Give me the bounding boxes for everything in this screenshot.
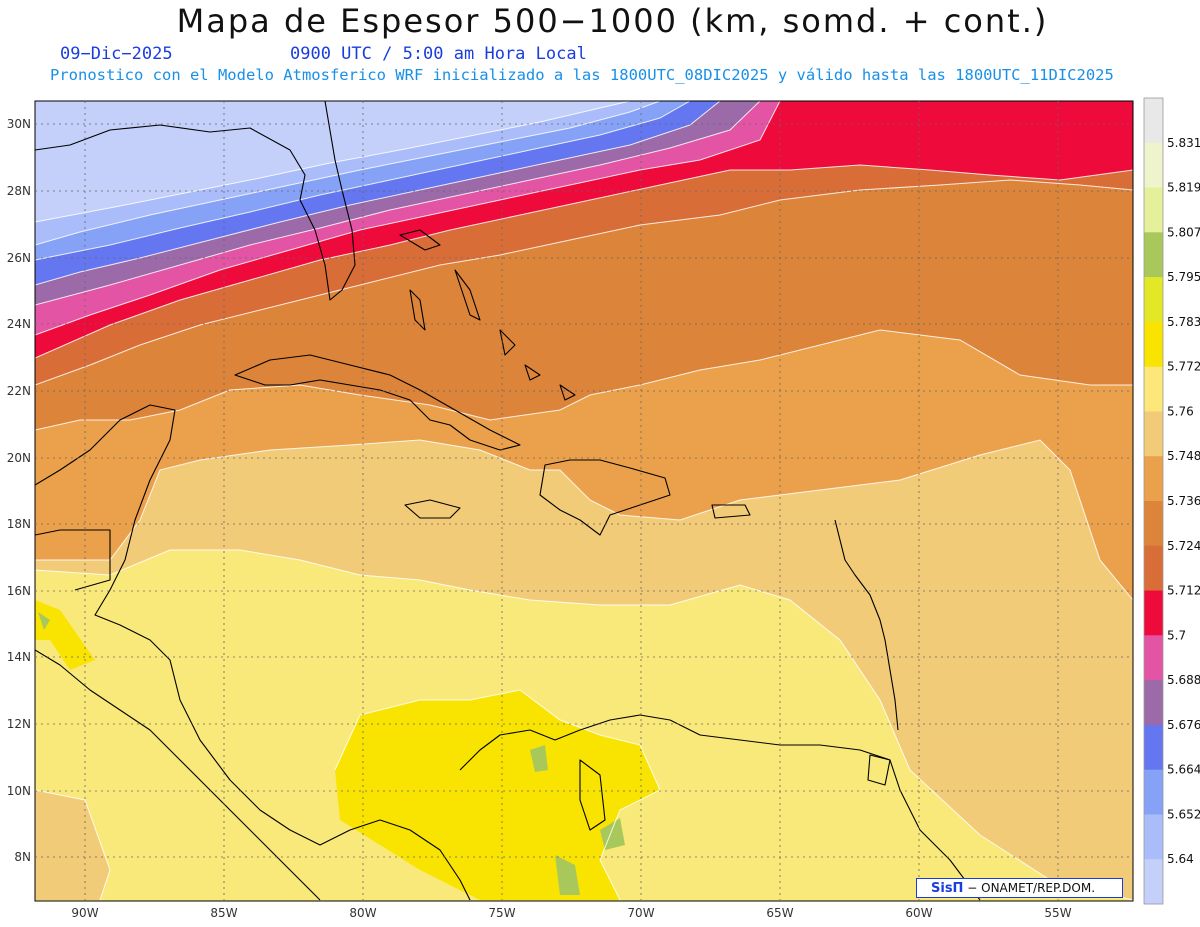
colorbar-swatch: [1144, 724, 1163, 771]
colorbar-swatch: [1144, 142, 1163, 189]
coastlines: [35, 101, 981, 901]
colorbar-label: 5.819: [1167, 181, 1200, 195]
colorbar-swatch: [1144, 769, 1163, 815]
colorbar-label: 5.807: [1167, 225, 1200, 239]
lat-label: 10N: [7, 784, 31, 798]
colorbar-swatch: [1144, 277, 1163, 323]
band-5772-5783: [335, 690, 660, 900]
colorbar-swatch: [1144, 232, 1163, 278]
colorbar-label: 5.748: [1167, 449, 1200, 463]
lon-label: 70W: [627, 906, 654, 920]
colorbar-swatch: [1144, 501, 1163, 547]
colorbar-swatch: [1144, 545, 1163, 592]
lon-label: 85W: [210, 906, 237, 920]
colorbar-label: 5.664: [1167, 763, 1200, 777]
colorbar-label: 5.676: [1167, 718, 1200, 732]
lon-label: 90W: [71, 906, 98, 920]
colorbar-label: 5.712: [1167, 584, 1200, 598]
colorbar-labels: 5.831 5.819 5.807 5.795 5.783 5.772 5.76 5.748 5…: [1167, 136, 1200, 866]
colorbar-label: 5.772: [1167, 360, 1200, 374]
colorbar-label: 5.652: [1167, 807, 1200, 821]
lat-label: 8N: [14, 850, 31, 864]
colorbar-label: 5.736: [1167, 494, 1200, 508]
lat-label: 14N: [7, 650, 31, 664]
credit-brand: SisΠ: [931, 881, 964, 896]
colorbar-swatch: [1144, 680, 1163, 726]
colorbar-frame: [1143, 97, 1164, 905]
colorbar-label: 5.783: [1167, 315, 1200, 329]
band-5795-5807-patch-2: [600, 818, 625, 850]
colorbar-label: 5.76: [1167, 404, 1194, 418]
latitude-labels: 30N 28N 26N 24N 22N 20N 18N 16N 14N 12N …: [7, 117, 31, 864]
band-5795-5807-patch-3: [555, 855, 580, 895]
lat-label: 12N: [7, 717, 31, 731]
band-5795-5807-patch-4: [38, 612, 50, 630]
colorbar-label: 5.688: [1167, 673, 1200, 687]
longitude-labels: 90W 85W 80W 75W 70W 65W 60W 55W: [71, 906, 1071, 920]
lat-label: 22N: [7, 384, 31, 398]
colorbar-label: 5.724: [1167, 539, 1200, 553]
colorbar-swatch: [1144, 456, 1163, 502]
colorbar-swatch: [1144, 187, 1163, 233]
thickness-field: [35, 101, 1133, 901]
band-below-5640: [35, 101, 630, 222]
colorbar-swatch: [1144, 321, 1163, 368]
lon-label: 80W: [349, 906, 376, 920]
lat-label: 20N: [7, 451, 31, 465]
colorbar-label: 5.831: [1167, 136, 1200, 150]
colorbar-swatch: [1144, 590, 1163, 636]
forecast-date: 09−Dic−2025: [60, 44, 173, 64]
colorbar-swatch: [1144, 98, 1163, 144]
lon-label: 60W: [905, 906, 932, 920]
lat-label: 18N: [7, 517, 31, 531]
colorbar-swatch: [1144, 859, 1163, 905]
lat-label: 26N: [7, 251, 31, 265]
colorbar-label: 5.7: [1167, 628, 1186, 642]
graticule: [35, 101, 1133, 901]
colorbar-swatch: [1144, 814, 1163, 860]
lat-label: 28N: [7, 184, 31, 198]
colorbar: [1143, 97, 1164, 905]
lat-label: 30N: [7, 117, 31, 131]
page-title: Mapa de Espesor 500−1000 (km, somd. + co…: [176, 2, 1049, 40]
colorbar-label: 5.64: [1167, 852, 1194, 866]
map-frame: [34, 100, 1134, 902]
credit-box: SisΠ − ONAMET/REP.DOM.: [916, 878, 1123, 898]
credit-org: − ONAMET/REP.DOM.: [967, 881, 1096, 895]
colorbar-label: 5.795: [1167, 270, 1200, 284]
contour-lines: [35, 101, 1133, 901]
lon-label: 55W: [1044, 906, 1071, 920]
colorbar-swatch: [1144, 635, 1163, 681]
lon-label: 65W: [766, 906, 793, 920]
colorbar-swatch: [1144, 366, 1163, 412]
forecast-note: Pronostico con el Modelo Atmosferico WRF…: [50, 66, 1114, 84]
colorbar-swatch: [1144, 411, 1163, 457]
forecast-time: 0900 UTC / 5:00 am Hora Local: [290, 44, 587, 64]
band-5772-5783-west: [35, 600, 95, 670]
band-5795-5807-patch: [530, 745, 548, 772]
lat-label: 16N: [7, 584, 31, 598]
lon-label: 75W: [488, 906, 515, 920]
lat-label: 24N: [7, 317, 31, 331]
